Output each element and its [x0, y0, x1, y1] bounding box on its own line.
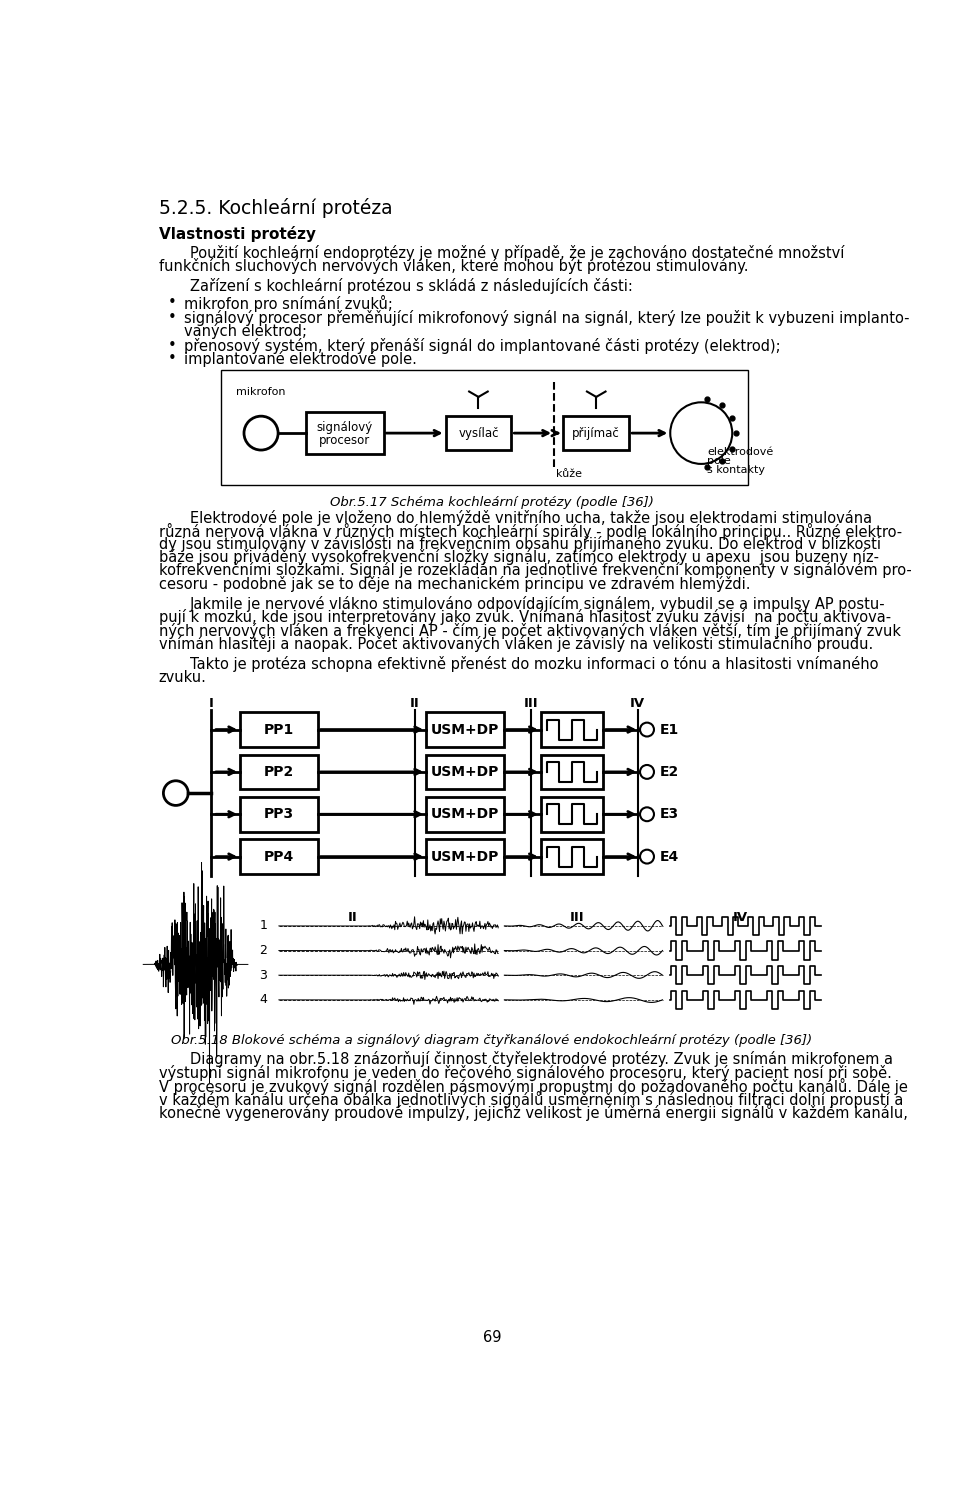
Text: s kontakty: s kontakty [708, 465, 765, 476]
Text: USM+DP: USM+DP [431, 765, 499, 778]
Text: vysílač: vysílač [458, 426, 498, 440]
Text: USM+DP: USM+DP [431, 807, 499, 822]
Text: •: • [168, 352, 177, 367]
Text: v každém kanálu určena obálka jednotlivých signálů usměrněním s následnou filtra: v každém kanálu určena obálka jednotlivý… [158, 1091, 903, 1108]
Text: I: I [209, 697, 214, 710]
Text: elektrodové: elektrodové [708, 447, 774, 456]
Text: 2: 2 [259, 944, 267, 956]
Text: signálový procesor přeměňující mikrofonový signál na signál, který lze použit k : signálový procesor přeměňující mikrofono… [183, 310, 909, 326]
Bar [240, 839, 318, 873]
Text: •: • [168, 310, 177, 325]
Text: konečně vygenerovány proudové impulzy, jejichž velikost je úměrná energii signál: konečně vygenerovány proudové impulzy, j… [158, 1103, 907, 1121]
Text: E4: E4 [660, 849, 679, 864]
Text: Diagramy na obr.5.18 znázorňují činnost čtyřelektrodové protézy. Zvuk je snímán : Diagramy na obr.5.18 znázorňují činnost … [190, 1052, 893, 1067]
Text: přenosový systém, který přenáší signál do implantované části protézy (elektrod);: přenosový systém, který přenáší signál d… [183, 337, 780, 354]
Text: 3: 3 [259, 969, 267, 982]
Bar [306, 413, 383, 455]
Text: Takto je protéza schopna efektivně přenést do mozku informaci o tónu a hlasitost: Takto je protéza schopna efektivně přené… [190, 656, 878, 672]
Bar [540, 712, 603, 746]
Text: vnímán hlasitěji a naopak. Počet aktivovaných vláken je závislý na velikosti sti: vnímán hlasitěji a naopak. Počet aktivov… [158, 636, 873, 651]
Text: 4: 4 [259, 993, 267, 1006]
Text: kofrekvenčními složkami. Signál je rozekládán na jednotlivé frekvenční komponent: kofrekvenčními složkami. Signál je rozek… [158, 562, 911, 579]
Text: PP2: PP2 [264, 765, 294, 778]
Text: II: II [348, 911, 357, 923]
Text: 5.2.5. Kochleární protéza: 5.2.5. Kochleární protéza [158, 198, 393, 218]
Text: E3: E3 [660, 807, 679, 822]
Bar [426, 796, 504, 831]
Text: cesoru - podobně jak se to děje na mechanickém principu ve zdravém hlemýždi.: cesoru - podobně jak se to děje na mecha… [158, 576, 751, 592]
Text: mikrofon: mikrofon [236, 387, 286, 397]
Text: IV: IV [630, 697, 645, 710]
Text: kůže: kůže [557, 468, 583, 479]
Text: přijímač: přijímač [572, 426, 620, 440]
Text: V procesoru je zvukový signál rozdělen pásmovými propustmi do požadovaného počtu: V procesoru je zvukový signál rozdělen p… [158, 1077, 907, 1094]
Text: •: • [168, 295, 177, 310]
Bar [426, 754, 504, 789]
Bar [240, 754, 318, 789]
Text: Vlastnosti protézy: Vlastnosti protézy [158, 227, 316, 242]
Text: dy jsou stimulovány v závislosti na frekvenčním obsahu přijímaného zvuku. Do ele: dy jsou stimulovány v závislosti na frek… [158, 536, 880, 553]
Text: ných nervových vláken a frekvenci AP - čím je počet aktivovaných vláken větší, t: ných nervových vláken a frekvenci AP - č… [158, 623, 900, 639]
Text: PP3: PP3 [264, 807, 294, 822]
Text: E1: E1 [660, 722, 679, 736]
Text: •: • [168, 337, 177, 352]
Text: různá nervová vlákna v různých místech kochleární spirály - podle lokálního prin: různá nervová vlákna v různých místech k… [158, 523, 901, 541]
Text: PP4: PP4 [264, 849, 294, 864]
Text: signálový: signálový [317, 422, 372, 434]
Text: implantované elektrodové pole.: implantované elektrodové pole. [183, 352, 417, 367]
Bar [240, 796, 318, 831]
Text: II: II [410, 697, 420, 710]
Bar [564, 416, 629, 450]
Text: III: III [523, 697, 538, 710]
Text: pují k mozku, kde jsou interpretovány jako zvuk. Vnímaná hlasitost zvuku závisí : pují k mozku, kde jsou interpretovány ja… [158, 609, 891, 626]
Text: Obr.5.17 Schéma kochleární protézy (podle [36]): Obr.5.17 Schéma kochleární protézy (podl… [330, 496, 654, 509]
Text: 1: 1 [259, 919, 267, 932]
Text: USM+DP: USM+DP [431, 722, 499, 736]
Text: I: I [183, 911, 188, 923]
Text: Zařízení s kochleární protézou s skládá z následujících části:: Zařízení s kochleární protézou s skládá … [190, 278, 633, 293]
Text: funkčních sluchových nervových vláken, které mohou být protézou stimulovány.: funkčních sluchových nervových vláken, k… [158, 258, 748, 275]
Text: Jakmile je nervové vlákno stimulováno odpovídajícím signálem, vybudil se a impul: Jakmile je nervové vlákno stimulováno od… [190, 597, 885, 612]
Text: mikrofon pro snímání zvuků;: mikrofon pro snímání zvuků; [183, 295, 393, 313]
Text: PP1: PP1 [264, 722, 294, 736]
Bar [540, 796, 603, 831]
Bar [426, 839, 504, 873]
Text: Použití kochleární endoprotézy je možné v případě, že je zachováno dostatečné mn: Použití kochleární endoprotézy je možné … [190, 245, 844, 261]
Text: pole: pole [708, 456, 732, 467]
Text: 69: 69 [483, 1330, 501, 1345]
Text: IV: IV [732, 911, 748, 923]
Text: báze jsou přiváděny vysokofrekvenční složky signálu, zatímco elektrody u apexu  : báze jsou přiváděny vysokofrekvenční slo… [158, 550, 878, 565]
Text: USM+DP: USM+DP [431, 849, 499, 864]
Bar [426, 712, 504, 746]
Bar [540, 754, 603, 789]
Text: Elektrodové pole je vloženo do hlemýždě vnitřního ucha, takže jsou elektrodami s: Elektrodové pole je vloženo do hlemýždě … [190, 511, 872, 526]
Bar [240, 712, 318, 746]
Text: vaných elektrod;: vaných elektrod; [183, 323, 306, 338]
Text: III: III [570, 911, 585, 923]
Bar [221, 370, 748, 485]
Text: procesor: procesor [319, 434, 371, 447]
Text: výstupní signál mikrofonu je veden do řečového signálového procesoru, který paci: výstupní signál mikrofonu je veden do ře… [158, 1065, 892, 1080]
Bar [445, 416, 512, 450]
Text: E2: E2 [660, 765, 679, 778]
Text: zvuku.: zvuku. [158, 669, 206, 684]
Bar [540, 839, 603, 873]
Text: Obr.5.18 Blokové schéma a signálový diagram čtyřkanálové endokochleární protézy : Obr.5.18 Blokové schéma a signálový diag… [172, 1035, 812, 1047]
